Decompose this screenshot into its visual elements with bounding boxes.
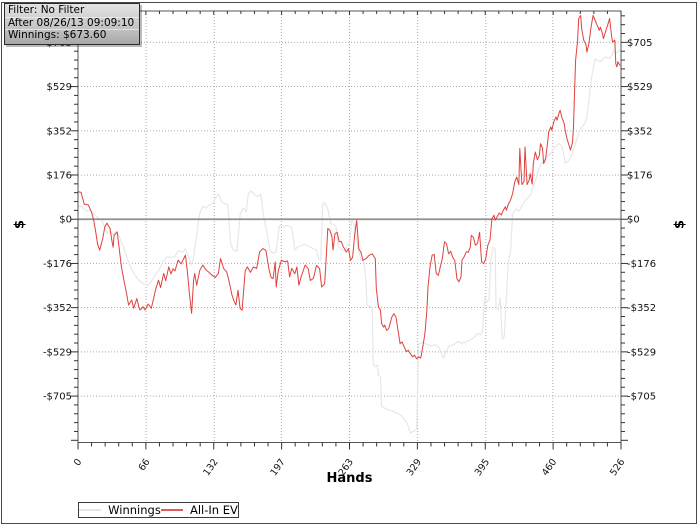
svg-text:-$529: -$529 — [627, 347, 656, 358]
svg-text:-$176: -$176 — [43, 259, 72, 270]
allin-ev-line-swatch — [160, 509, 183, 511]
svg-text:-$705: -$705 — [43, 392, 72, 403]
svg-text:$352: $352 — [47, 126, 72, 137]
y-axis-title-left: $ — [12, 219, 28, 230]
svg-text:$176: $176 — [627, 171, 652, 182]
legend-label-winnings: Winnings — [108, 503, 161, 517]
svg-text:$0: $0 — [627, 215, 640, 226]
winnings-line-swatch — [79, 509, 102, 511]
filter-tooltip: Filter: No Filter After 08/26/13 09:09:1… — [4, 3, 141, 45]
svg-text:$529: $529 — [47, 82, 72, 93]
svg-text:$705: $705 — [627, 38, 652, 49]
legend-label-allin-ev: All-In EV — [189, 503, 238, 517]
tooltip-filter-line: Filter: No Filter — [8, 4, 85, 16]
svg-text:0: 0 — [72, 457, 84, 468]
svg-text:$0: $0 — [59, 215, 72, 226]
svg-text:-$352: -$352 — [43, 303, 72, 314]
svg-text:-$705: -$705 — [627, 392, 656, 403]
tooltip-after-line: After 08/26/13 09:09:10 — [5, 16, 140, 30]
svg-text:-$352: -$352 — [627, 303, 656, 314]
legend: Winnings All-In EV — [78, 502, 239, 518]
svg-text:$529: $529 — [627, 82, 652, 93]
svg-text:$176: $176 — [47, 171, 72, 182]
legend-item-allin-ev: All-In EV — [160, 503, 238, 517]
svg-text:-$176: -$176 — [627, 259, 656, 270]
legend-item-winnings: Winnings — [79, 503, 161, 517]
svg-text:$352: $352 — [627, 126, 652, 137]
svg-text:-$529: -$529 — [43, 347, 72, 358]
y-axis-title-right: $ — [672, 219, 688, 230]
x-axis-title: Hands — [326, 471, 373, 486]
tooltip-winnings-line: Winnings: $673.60 — [5, 29, 140, 42]
